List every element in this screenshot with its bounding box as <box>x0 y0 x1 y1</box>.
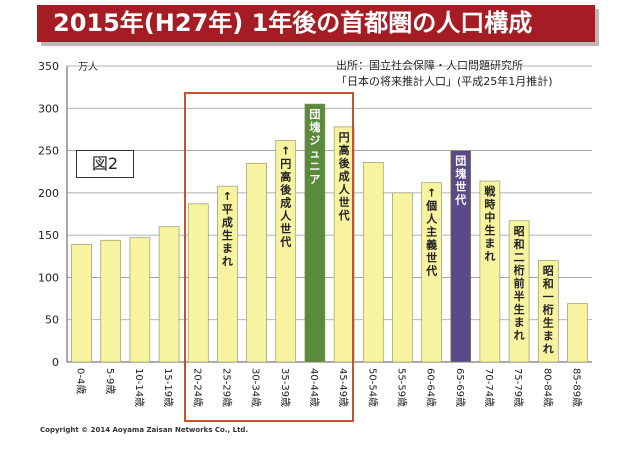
x-tick-label: 50-54歳 <box>366 368 378 407</box>
bar-annotation: ↑個人主義世代 <box>425 187 438 278</box>
bar <box>100 239 122 363</box>
bar <box>450 150 472 363</box>
bar-annotation: 昭和一桁生まれ <box>543 265 554 356</box>
x-tick-label: 85-89歳 <box>570 368 582 407</box>
bar <box>246 162 267 363</box>
source-note: 出所：国立社会保障・人口問題研究所 「日本の将来推計人口」(平成25年1月推計) <box>336 58 553 90</box>
y-tick-label: 150 <box>38 229 59 242</box>
x-tick-label: 70-74歳 <box>483 368 495 407</box>
bar <box>537 260 559 363</box>
bar-annotation: ↑平成生まれ <box>222 190 233 268</box>
bar-annotation: 戦時中生まれ <box>484 184 496 263</box>
bar-annotation: 団塊世代 <box>454 154 466 207</box>
x-tick-label: 40-44歳 <box>308 368 320 407</box>
bar <box>567 303 588 363</box>
bar-annotation: 円高後成人世代 <box>338 131 351 222</box>
bar-annotation: 団塊ジュニア <box>309 107 320 186</box>
x-tick-label: 75-79歳 <box>512 368 524 407</box>
y-tick-label: 200 <box>38 187 59 200</box>
x-tick-label: 5-9歳 <box>104 368 116 394</box>
bar <box>217 185 238 363</box>
bar-annotation: 昭和二桁前半生まれ <box>514 225 525 342</box>
y-tick-label: 100 <box>38 271 59 284</box>
x-tick-label: 20-24歳 <box>191 368 203 407</box>
figure-label: 図2 <box>76 150 134 178</box>
x-tick-label: 15-19歳 <box>162 368 174 407</box>
y-tick-label: 300 <box>38 102 59 115</box>
highlight-box <box>184 92 354 422</box>
bar-annotation: ↑円高後成人世代 <box>279 144 292 248</box>
bar <box>187 203 209 363</box>
bar <box>479 180 501 363</box>
bar <box>275 140 297 363</box>
source-line-2: 「日本の将来推計人口」(平成25年1月推計) <box>336 75 553 88</box>
x-tick-label: 55-59歳 <box>395 368 407 407</box>
page-title: 2015年(H27年) 1年後の首都圏の人口構成 <box>37 5 595 42</box>
x-tick-label: 35-39歳 <box>279 368 291 407</box>
bar <box>304 103 326 363</box>
x-tick-label: 65-69歳 <box>454 368 466 407</box>
y-tick-label: 0 <box>52 356 59 369</box>
bar <box>392 192 413 363</box>
x-tick-label: 45-49歳 <box>337 368 349 407</box>
x-tick-label: 60-64歳 <box>425 368 437 407</box>
y-tick-label: 250 <box>38 145 59 158</box>
bar <box>158 226 180 363</box>
x-tick-label: 10-14歳 <box>133 368 145 407</box>
x-tick-label: 25-29歳 <box>220 368 232 407</box>
bar <box>71 244 92 363</box>
bar <box>129 237 151 363</box>
x-tick-label: 30-34歳 <box>250 368 262 407</box>
x-tick-label: 80-84歳 <box>541 368 553 407</box>
unit-label: 万人 <box>78 62 98 73</box>
bar <box>333 126 355 363</box>
source-line-1: 出所：国立社会保障・人口問題研究所 <box>336 59 523 72</box>
y-tick-label: 50 <box>45 314 59 327</box>
bar <box>421 182 442 363</box>
bar <box>508 220 530 363</box>
y-tick-label: 350 <box>38 60 59 73</box>
bar <box>362 162 384 363</box>
copyright: Copyright © 2014 Aoyama Zaisan Networks … <box>40 426 249 434</box>
x-tick-label: 0-4歳 <box>75 368 87 394</box>
